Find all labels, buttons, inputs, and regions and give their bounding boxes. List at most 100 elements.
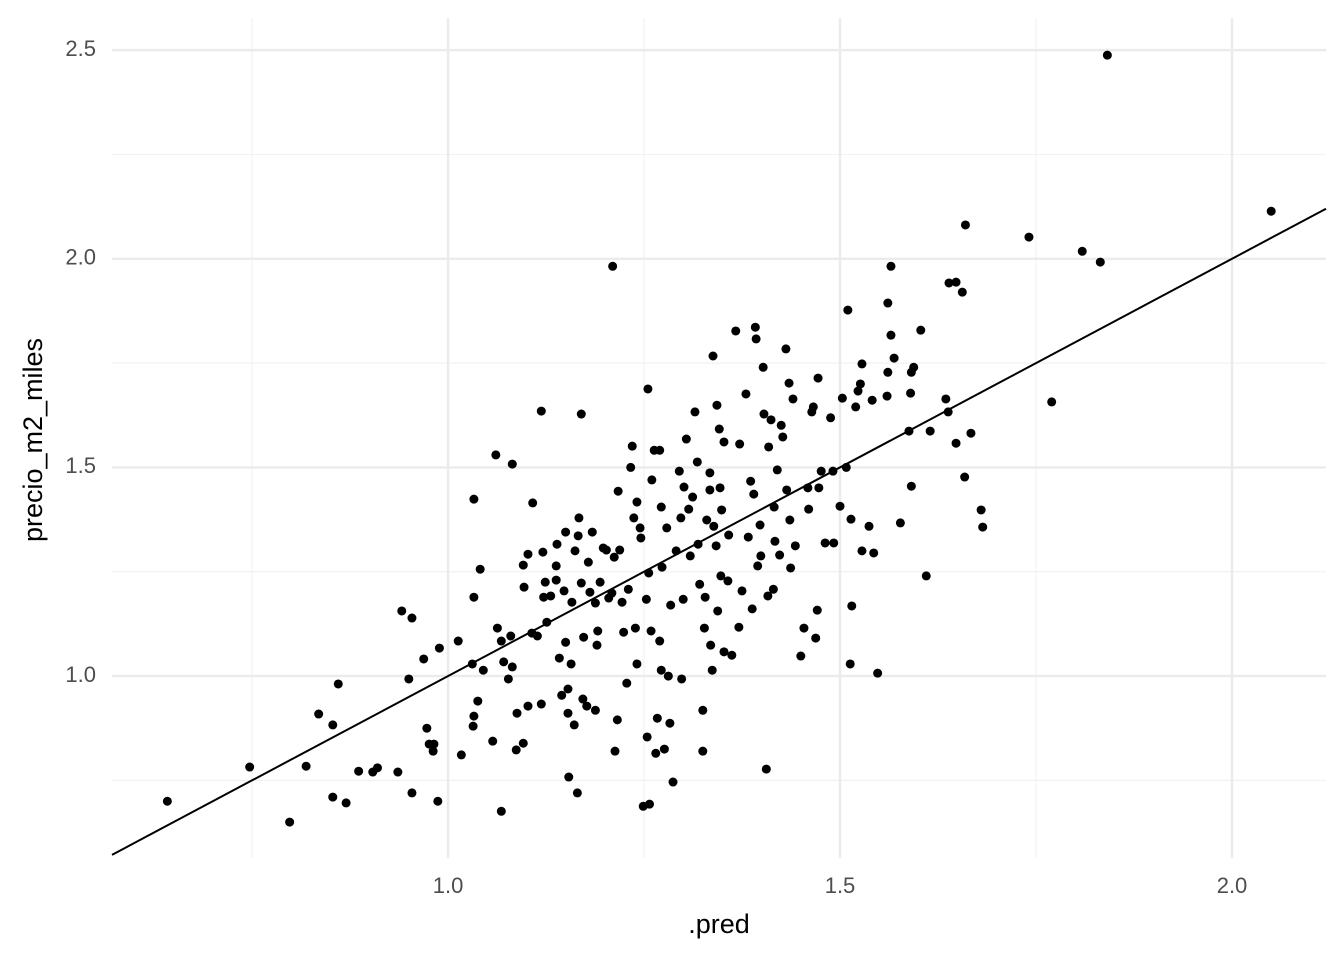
point — [702, 515, 712, 525]
point — [966, 428, 976, 438]
point — [857, 546, 867, 556]
point — [393, 767, 403, 777]
point — [328, 792, 338, 802]
point — [883, 298, 893, 308]
point — [1024, 232, 1034, 242]
point — [563, 708, 573, 718]
y-tick-label: 2.5 — [65, 36, 96, 61]
point — [763, 591, 773, 601]
point — [610, 746, 620, 756]
point — [582, 701, 592, 711]
point — [808, 402, 818, 412]
point — [587, 527, 597, 537]
point — [617, 597, 627, 607]
point — [475, 564, 485, 574]
point — [519, 582, 529, 592]
point — [812, 605, 822, 615]
point — [632, 659, 642, 669]
point — [632, 497, 642, 507]
y-tick-label: 1.5 — [65, 453, 96, 478]
point — [906, 481, 916, 491]
point — [716, 571, 726, 581]
point — [835, 501, 845, 511]
point — [737, 586, 747, 596]
point — [886, 261, 896, 271]
point — [590, 598, 600, 608]
point — [162, 796, 172, 806]
point — [354, 766, 364, 776]
point — [663, 671, 673, 681]
point — [612, 715, 622, 725]
point — [837, 393, 847, 403]
point — [539, 592, 549, 602]
point — [507, 662, 517, 672]
point — [715, 483, 725, 493]
point — [684, 504, 694, 514]
point — [469, 711, 479, 721]
point — [951, 438, 961, 448]
point — [1095, 257, 1105, 267]
point — [573, 531, 583, 541]
point — [629, 513, 639, 523]
point — [518, 560, 528, 570]
point — [579, 632, 589, 642]
point — [766, 415, 776, 425]
point — [434, 643, 444, 653]
point — [750, 322, 760, 332]
point — [540, 577, 550, 587]
point — [692, 457, 702, 467]
point — [889, 353, 899, 363]
point — [869, 548, 879, 558]
point — [705, 468, 715, 478]
point — [714, 424, 724, 434]
point — [700, 592, 710, 602]
point — [496, 806, 506, 816]
point — [397, 606, 407, 616]
point — [572, 788, 582, 798]
point — [845, 659, 855, 669]
point — [595, 577, 605, 587]
point — [706, 640, 716, 650]
point — [695, 579, 705, 589]
point — [867, 395, 877, 405]
point — [419, 654, 429, 664]
point — [764, 442, 774, 452]
point — [656, 502, 666, 512]
point — [608, 261, 618, 271]
point — [593, 626, 603, 636]
point — [576, 409, 586, 419]
point — [677, 674, 687, 684]
point — [636, 533, 646, 543]
point — [652, 713, 662, 723]
point — [422, 723, 432, 733]
point — [656, 665, 666, 675]
point — [857, 359, 867, 369]
point — [788, 394, 798, 404]
point — [882, 391, 892, 401]
point — [853, 386, 863, 396]
point — [711, 541, 721, 551]
point — [755, 520, 765, 530]
point — [499, 657, 509, 667]
point — [245, 762, 255, 772]
point — [496, 636, 506, 646]
point — [679, 482, 689, 492]
point — [761, 764, 771, 774]
point — [717, 505, 727, 515]
point — [846, 514, 856, 524]
point — [847, 601, 857, 611]
point — [741, 389, 751, 399]
reference-line — [111, 207, 1327, 856]
point — [790, 541, 800, 551]
x-axis-title: .pred — [688, 909, 750, 939]
point — [456, 750, 466, 760]
point — [561, 637, 571, 647]
point — [567, 597, 577, 607]
point — [921, 571, 931, 581]
point — [708, 351, 718, 361]
point — [770, 536, 780, 546]
point — [585, 587, 595, 597]
point — [719, 437, 729, 447]
point — [756, 551, 766, 561]
point — [829, 538, 839, 548]
